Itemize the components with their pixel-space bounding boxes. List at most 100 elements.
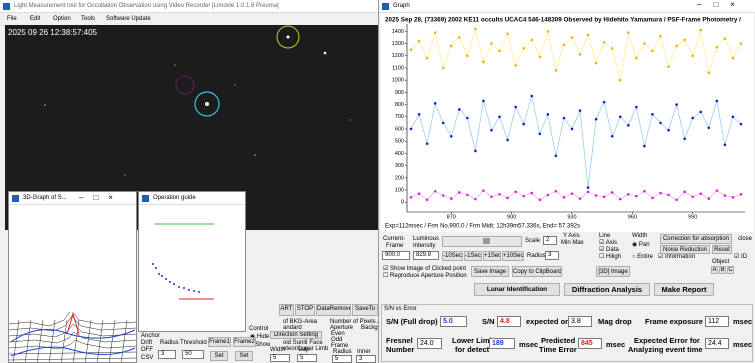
- checkbox[interactable]: ☑ Axis: [599, 240, 618, 246]
- button[interactable]: [3D] Image: [596, 266, 630, 277]
- button[interactable]: +1Sec: [483, 251, 501, 261]
- data-point: [594, 61, 598, 65]
- button[interactable]: STOP: [295, 304, 315, 316]
- button[interactable]: Save Image: [471, 266, 509, 277]
- graph3d-window: 3D-Graph of S... –□×: [8, 191, 137, 363]
- checkbox[interactable]: ☐ Reproduce Aperture Position: [383, 273, 467, 279]
- label: Mag drop: [598, 317, 632, 326]
- menu-item[interactable]: Edit: [30, 16, 41, 22]
- scroll-thumb[interactable]: [483, 238, 490, 244]
- data-point: [441, 66, 445, 70]
- label: Predicted: [541, 336, 576, 345]
- button[interactable]: -1Sec: [464, 251, 482, 261]
- data-point: [433, 102, 437, 105]
- window-buttons[interactable]: –□×: [697, 0, 747, 9]
- data-point: [474, 27, 477, 31]
- label: Scale: [525, 238, 541, 244]
- checkbox[interactable]: ☑ Information: [658, 254, 696, 260]
- button[interactable]: ART: [279, 304, 294, 316]
- button[interactable]: B: [719, 266, 726, 274]
- data-point: [699, 110, 703, 114]
- checkbox[interactable]: ☑ ID: [734, 254, 748, 260]
- button[interactable]: Direction Setting: [270, 331, 322, 339]
- data-point: [683, 190, 686, 194]
- chart-title: 2025 Sep 28, (73369) 2002 KE11 occults U…: [385, 17, 741, 24]
- checkbox[interactable]: ☑ Show Image of Clicked point: [383, 266, 467, 272]
- data-point: [554, 154, 558, 158]
- data-point: [602, 195, 606, 199]
- radio[interactable]: ◉ Pari: [632, 242, 650, 248]
- data-point: [417, 113, 421, 116]
- data-point: [602, 100, 606, 104]
- data-point: [425, 198, 429, 202]
- series-line: [410, 190, 742, 201]
- button[interactable]: -10Sec: [442, 251, 463, 261]
- label: Inner: [357, 349, 371, 355]
- button[interactable]: +10Sec: [502, 251, 524, 261]
- spin-box[interactable]: 5: [297, 354, 317, 362]
- button[interactable]: Diffraction Analysis: [564, 283, 650, 296]
- data-point: [554, 189, 558, 193]
- data-point: [643, 144, 646, 148]
- data-point: [570, 192, 574, 195]
- button[interactable]: Frame1: [208, 337, 231, 347]
- data-point: [490, 128, 493, 132]
- menu-item[interactable]: Option: [53, 16, 71, 22]
- button[interactable]: Set: [235, 351, 253, 361]
- button[interactable]: A: [711, 266, 718, 274]
- checkbox[interactable]: ☐ Hiligh: [599, 254, 622, 260]
- value-box: 5.0: [440, 316, 467, 327]
- button[interactable]: SaveTo: [352, 304, 378, 316]
- menu-item[interactable]: File: [7, 16, 17, 22]
- data-point: [675, 198, 678, 202]
- data-point: [546, 113, 550, 116]
- label: Radius: [527, 253, 546, 259]
- wireframe-3d: [9, 312, 136, 362]
- input[interactable]: 829.9: [413, 251, 439, 260]
- data-point: [627, 124, 630, 127]
- window-buttons[interactable]: –□×: [79, 193, 123, 202]
- menu-item[interactable]: Tools: [81, 16, 96, 22]
- label: Number: [386, 345, 415, 354]
- label: Hide: [256, 334, 270, 340]
- y-tick-label: 300: [395, 163, 404, 169]
- spin-box[interactable]: 3: [158, 350, 176, 359]
- spin-box[interactable]: 2: [543, 236, 557, 245]
- radio[interactable]: ○ Entire: [632, 254, 653, 260]
- button[interactable]: Correction for absorption: [660, 234, 732, 244]
- data-point: [514, 190, 517, 194]
- button[interactable]: Reset: [712, 245, 732, 254]
- button[interactable]: C: [727, 266, 734, 274]
- spin-box[interactable]: 5: [270, 354, 290, 362]
- button[interactable]: Noise Reduction: [660, 245, 710, 254]
- data-point: [417, 192, 421, 195]
- scrollbar[interactable]: [442, 236, 522, 247]
- label: ID: [741, 254, 748, 260]
- button[interactable]: Lunar Identification: [474, 283, 560, 296]
- spin-box[interactable]: 3: [545, 251, 559, 260]
- button[interactable]: DataRemove: [316, 304, 351, 316]
- checkbox[interactable]: ☑ Data: [599, 247, 619, 253]
- spin-box[interactable]: 50: [182, 350, 204, 359]
- window-title: Operation guide: [153, 195, 196, 201]
- label: Radius: [333, 349, 352, 355]
- button[interactable]: close: [738, 236, 753, 242]
- data-point: [554, 69, 558, 72]
- data-point: [610, 135, 614, 138]
- data-point: [643, 42, 646, 45]
- data-point: [425, 56, 429, 60]
- data-point: [659, 34, 662, 38]
- data-point: [409, 196, 413, 199]
- button[interactable]: Copy to ClipBoard: [512, 266, 562, 277]
- data-point: [417, 39, 421, 43]
- x-tick-label: 990: [688, 214, 697, 220]
- window-title: Graph: [393, 3, 410, 9]
- data-point: [659, 121, 662, 125]
- data-point: [466, 54, 469, 58]
- menu-item[interactable]: Software Update: [106, 16, 151, 22]
- button[interactable]: Set: [210, 351, 228, 361]
- input[interactable]: 900.0: [382, 251, 410, 260]
- button[interactable]: Make Report: [654, 283, 714, 296]
- button[interactable]: Frame2: [233, 337, 256, 347]
- data-point: [466, 116, 469, 120]
